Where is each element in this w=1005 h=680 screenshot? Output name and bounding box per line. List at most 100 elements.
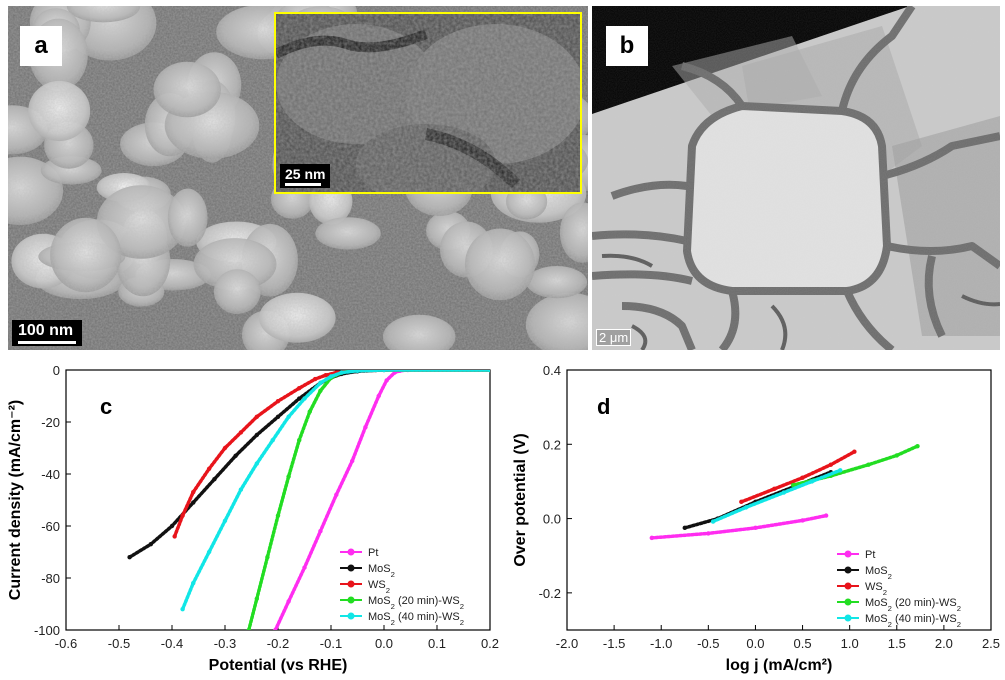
data-point bbox=[328, 374, 334, 379]
x-tick-label: -0.3 bbox=[214, 636, 236, 651]
x-tick-label: -0.1 bbox=[320, 636, 342, 651]
sem-inset-texture bbox=[276, 14, 580, 192]
x-tick-label: 2.0 bbox=[935, 636, 953, 651]
y-axis-label: Over potential (V) bbox=[512, 433, 529, 566]
data-point bbox=[753, 525, 758, 531]
data-point bbox=[273, 627, 278, 630]
tem-scale-label: 2 μm bbox=[596, 329, 632, 346]
legend-swatch-marker bbox=[347, 548, 355, 556]
tem-micrograph: b 2 μm bbox=[592, 6, 1000, 350]
x-tick-label: -1.5 bbox=[603, 636, 625, 651]
legend-entry: Pt bbox=[368, 547, 378, 559]
data-point bbox=[649, 535, 654, 541]
panel-letter-b: b bbox=[606, 26, 648, 66]
x-tick-label: 0.5 bbox=[794, 636, 812, 651]
data-point bbox=[323, 373, 328, 378]
data-point bbox=[254, 461, 259, 466]
data-point bbox=[828, 462, 834, 467]
series-line bbox=[180, 370, 490, 611]
data-point bbox=[238, 487, 244, 492]
data-point bbox=[318, 529, 323, 534]
data-point bbox=[302, 396, 307, 401]
y-tick-label: -100 bbox=[34, 623, 60, 638]
x-tick-label: -0.6 bbox=[55, 636, 77, 651]
x-tick-label: -0.2 bbox=[267, 636, 289, 651]
data-point bbox=[206, 549, 212, 555]
data-point bbox=[297, 386, 302, 391]
data-point bbox=[772, 486, 777, 492]
data-point bbox=[682, 525, 687, 531]
x-axis-label: log j (mA/cm²) bbox=[726, 657, 833, 674]
data-point bbox=[307, 409, 312, 414]
data-point bbox=[852, 449, 857, 454]
data-point bbox=[838, 468, 843, 473]
y-tick-label: 0.4 bbox=[543, 363, 561, 378]
data-point bbox=[275, 513, 281, 518]
x-tick-label: 2.5 bbox=[982, 636, 1000, 651]
data-point bbox=[318, 388, 323, 393]
legend-entry: MoS2 (20 min)-WS2 bbox=[865, 597, 961, 613]
y-tick-label: -80 bbox=[41, 571, 60, 586]
data-point bbox=[191, 581, 196, 586]
x-tick-label: -0.5 bbox=[108, 636, 130, 651]
x-tick-label: -1.0 bbox=[650, 636, 672, 651]
tem-texture bbox=[592, 6, 1000, 350]
x-tick-label: 0.0 bbox=[746, 636, 764, 651]
data-point bbox=[915, 443, 920, 449]
legend-swatch-marker bbox=[844, 598, 852, 606]
data-point bbox=[172, 534, 177, 539]
data-point bbox=[275, 399, 281, 404]
legend-entry: Pt bbox=[865, 549, 875, 561]
data-point bbox=[148, 542, 153, 547]
legend-swatch-marker bbox=[347, 564, 355, 572]
data-point bbox=[363, 425, 368, 430]
data-point bbox=[376, 393, 381, 399]
x-tick-label: 0.1 bbox=[428, 636, 446, 651]
inset-scale-bar bbox=[285, 183, 321, 186]
data-point bbox=[355, 370, 360, 373]
legend-swatch-marker bbox=[844, 582, 852, 590]
panel-letter-a: a bbox=[20, 26, 62, 66]
series-line bbox=[172, 370, 490, 539]
data-point bbox=[286, 599, 291, 604]
data-point bbox=[350, 458, 355, 464]
legend-entry: MoS2 (40 min)-WS2 bbox=[865, 613, 961, 629]
sem-scale-bar bbox=[18, 341, 76, 344]
x-tick-label: 0.0 bbox=[375, 636, 393, 651]
legend-entry: MoS2 bbox=[368, 563, 395, 579]
data-point bbox=[191, 490, 196, 495]
data-point bbox=[233, 453, 238, 458]
data-point bbox=[800, 518, 805, 523]
data-point bbox=[180, 513, 185, 518]
inset-scale-label: 25 nm bbox=[280, 164, 331, 188]
plot-frame bbox=[65, 369, 491, 631]
x-tick-label: 1.0 bbox=[841, 636, 859, 651]
data-point bbox=[246, 627, 252, 630]
series-line bbox=[273, 370, 490, 630]
data-point bbox=[339, 370, 344, 375]
data-point bbox=[381, 370, 387, 373]
legend-entry: WS2 bbox=[368, 579, 390, 595]
data-point bbox=[739, 499, 744, 505]
data-point bbox=[265, 555, 270, 560]
plot-frame bbox=[566, 369, 992, 631]
x-tick-label: 1.5 bbox=[888, 636, 906, 651]
sem-micrograph: 25 nm a 100 nm bbox=[8, 6, 588, 350]
series-line bbox=[739, 449, 857, 504]
tem-scale-text: 2 μm bbox=[599, 330, 629, 345]
data-point bbox=[254, 432, 259, 438]
x-tick-label: -0.5 bbox=[697, 636, 719, 651]
data-point bbox=[127, 555, 132, 560]
panel-letter-d: d bbox=[597, 394, 610, 419]
y-axis-label: Current density (mA/cm⁻²) bbox=[7, 400, 24, 600]
tafel-chart: -2.0 -1.5 -1.0 -0.5 0.0 0.5 1.0 1.5 2.0 2.5 0.4 0.2… bbox=[512, 363, 1000, 674]
data-point bbox=[823, 513, 829, 518]
data-point bbox=[384, 378, 389, 383]
legend-entry: MoS2 bbox=[865, 565, 892, 581]
inset-scale-text: 25 nm bbox=[285, 166, 326, 182]
y-tick-label: 0.2 bbox=[543, 437, 561, 452]
sem-inset: 25 nm bbox=[274, 12, 582, 194]
legend-entry: WS2 bbox=[865, 581, 887, 597]
data-point bbox=[866, 462, 871, 467]
x-tick-label: -2.0 bbox=[556, 636, 578, 651]
